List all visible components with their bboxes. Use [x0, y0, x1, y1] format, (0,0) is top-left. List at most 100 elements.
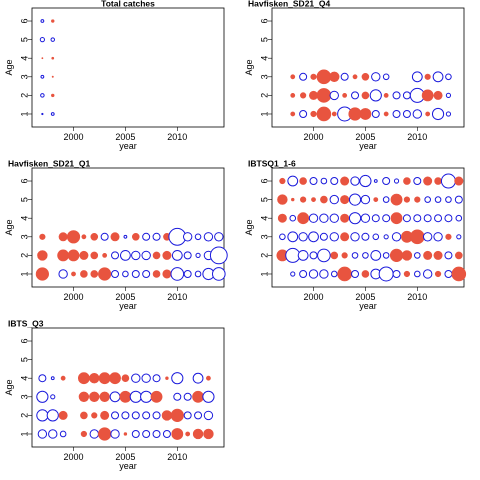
x-tick-label: 2010 — [167, 452, 187, 462]
residual-bubble-positive — [185, 431, 191, 437]
residual-bubble-negative — [289, 214, 297, 222]
residual-bubble-negative — [383, 234, 389, 240]
residual-bubble-negative — [141, 373, 151, 383]
residual-bubble-negative — [279, 233, 286, 241]
y-axis-label: Age — [4, 379, 14, 395]
residual-bubble-negative — [319, 232, 328, 241]
residual-bubble-negative — [173, 392, 182, 401]
residual-bubble-negative — [455, 214, 463, 222]
y-tick-label: 3 — [259, 234, 269, 239]
residual-bubble-negative — [121, 411, 130, 420]
residual-bubble-negative — [402, 91, 411, 100]
residual-bubble-negative — [131, 411, 140, 420]
residual-bubble-positive — [352, 74, 358, 80]
residual-bubble-positive — [100, 410, 110, 420]
x-tick-label: 2010 — [167, 132, 187, 142]
residual-bubble-negative — [444, 251, 453, 260]
residual-bubble-positive — [330, 251, 339, 260]
panel-3: Havfisken_SD21_Q1 2000 2005 2010 1 2 3 4 5 6 year A… — [4, 159, 228, 311]
residual-bubble-negative — [372, 233, 380, 241]
residual-bubble-negative — [330, 177, 339, 186]
residual-bubble-negative — [40, 19, 45, 23]
residual-bubble-positive — [300, 92, 307, 99]
residual-bubble-negative — [360, 213, 371, 223]
residual-bubble-negative — [362, 252, 369, 259]
residual-bubble-negative — [351, 269, 360, 278]
residual-bubble-negative — [39, 37, 45, 43]
y-tick-label: 2 — [259, 253, 269, 258]
residual-bubble-negative — [382, 196, 390, 203]
residual-bubble-positive — [123, 432, 128, 436]
residual-bubble-positive — [41, 57, 44, 60]
residual-bubble-negative — [445, 73, 452, 81]
residual-bubble-negative — [203, 410, 214, 421]
y-tick-label: 4 — [19, 376, 29, 381]
residual-bubble-negative — [299, 72, 308, 81]
residual-bubble-positive — [290, 74, 296, 80]
residual-bubble-positive — [331, 111, 337, 117]
residual-bubble-negative — [109, 391, 121, 403]
residual-bubble-negative — [285, 247, 301, 263]
residual-bubble-negative — [308, 269, 319, 279]
residual-bubble-negative — [370, 249, 382, 261]
residual-bubble-positive — [359, 108, 372, 120]
y-tick-label: 5 — [19, 197, 29, 202]
residual-bubble-positive — [403, 270, 411, 278]
residual-bubble-negative — [317, 248, 331, 263]
residual-bubble-positive — [90, 232, 99, 241]
residual-bubble-negative — [444, 269, 453, 278]
residual-bubble-negative — [59, 430, 67, 438]
residual-bubble-positive — [423, 176, 433, 186]
y-tick-label: 4 — [259, 56, 269, 61]
residual-bubble-positive — [150, 390, 163, 403]
residual-bubble-positive — [311, 197, 316, 203]
residual-bubble-negative — [40, 74, 45, 79]
residual-bubble-negative — [287, 231, 299, 243]
panel-1: Total catches 2000 2005 2010 1 2 3 4 5 6 year Age — [4, 0, 225, 151]
residual-bubble-negative — [371, 214, 380, 223]
residual-bubble-positive — [291, 197, 295, 202]
y-tick-label: 6 — [259, 179, 269, 184]
residual-bubble-negative — [371, 72, 381, 82]
residual-bubble-positive — [109, 372, 121, 385]
residual-bubble-positive — [290, 92, 296, 98]
residual-bubble-negative — [309, 251, 318, 260]
residual-bubble-negative — [382, 177, 391, 186]
residual-bubble-negative — [195, 252, 201, 258]
residual-bubble-negative — [183, 411, 192, 420]
residual-bubble-negative — [142, 411, 151, 420]
plot-frame — [271, 167, 465, 288]
residual-bubble-positive — [424, 73, 431, 80]
residual-bubble-negative — [123, 234, 128, 239]
residual-bubble-negative — [100, 232, 109, 241]
residual-bubble-negative — [391, 232, 402, 242]
residual-bubble-negative — [444, 214, 453, 223]
residual-bubble-negative — [329, 232, 339, 242]
residual-bubble-negative — [37, 429, 48, 439]
residual-bubble-negative — [129, 390, 142, 403]
residual-bubble-positive — [277, 194, 288, 205]
residual-bubble-negative — [382, 214, 391, 223]
residual-bubble-negative — [378, 266, 394, 282]
residual-bubble-negative — [170, 267, 185, 281]
x-tick-label: 2010 — [167, 292, 187, 302]
residual-bubble-negative — [183, 392, 192, 401]
residual-bubble-negative — [212, 267, 226, 281]
residual-bubble-positive — [390, 212, 403, 225]
residual-bubble-negative — [350, 232, 360, 242]
residual-bubble-negative — [50, 37, 56, 42]
residual-bubble-negative — [371, 109, 380, 118]
residual-bubble-negative — [131, 250, 141, 261]
residual-bubble-positive — [58, 410, 68, 420]
y-axis-label: Age — [4, 219, 14, 235]
x-axis-label: year — [119, 301, 137, 311]
residual-bubble-positive — [425, 111, 431, 117]
residual-bubble-positive — [310, 73, 317, 80]
residual-bubble-positive — [329, 71, 340, 82]
x-tick-label: 2000 — [63, 132, 83, 142]
residual-bubble-positive — [373, 197, 379, 203]
residual-bubble-positive — [433, 90, 443, 100]
residual-bubble-positive — [66, 230, 81, 244]
residual-bubble-negative — [320, 177, 328, 185]
residual-bubble-positive — [51, 19, 55, 23]
